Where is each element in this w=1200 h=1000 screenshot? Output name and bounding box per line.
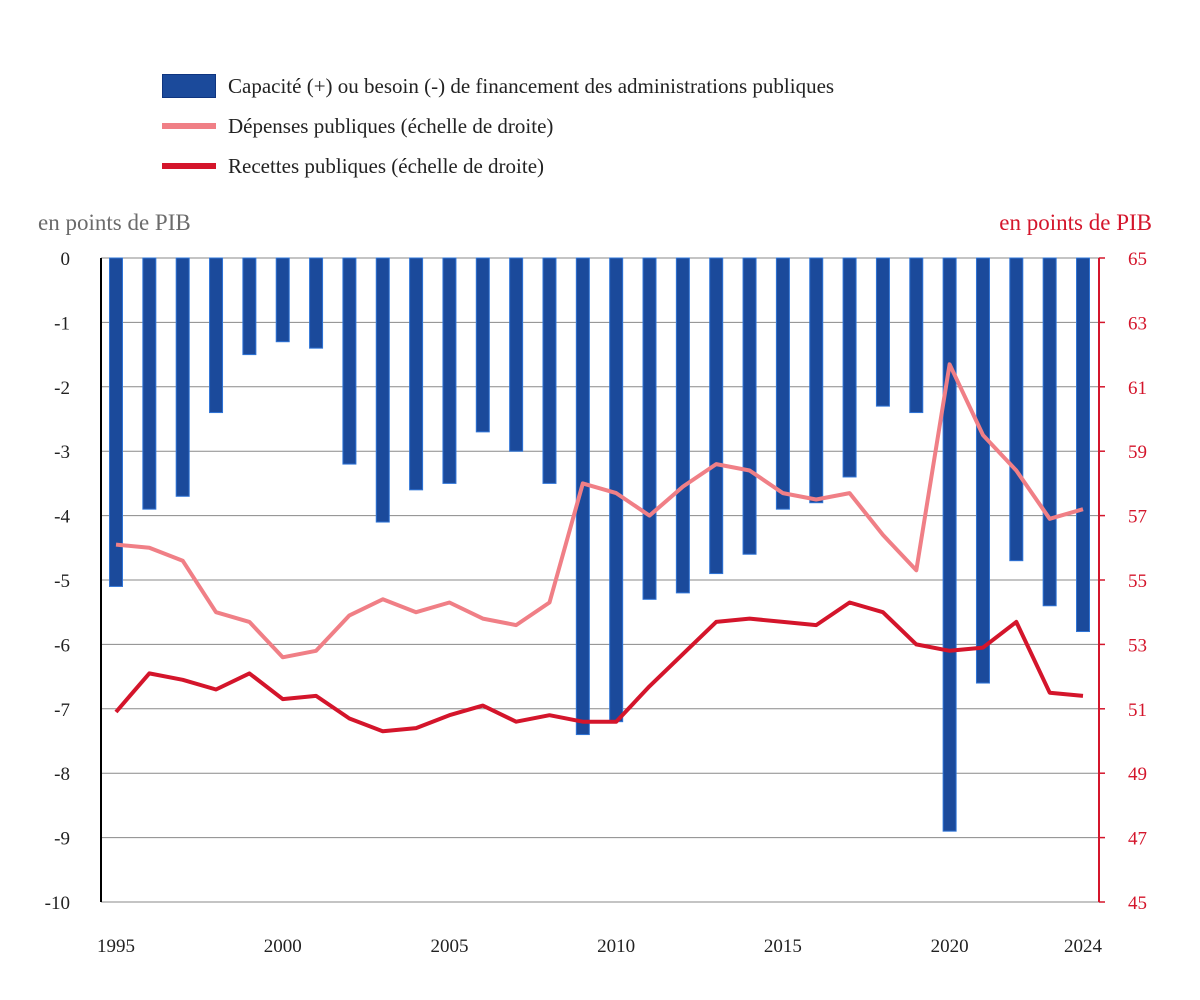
left-tick-label: -10: [45, 893, 70, 914]
right-tick-label: 65: [1128, 249, 1147, 270]
legend-swatch-depenses: [162, 123, 216, 129]
bar-capacite: [909, 257, 924, 414]
left-tick-label: -5: [54, 571, 70, 592]
bar-capacite: [1009, 257, 1024, 562]
legend-item-recettes: Recettes publiques (échelle de droite): [162, 146, 834, 186]
bar-capacite: [842, 257, 857, 478]
left-tick-label: -4: [54, 507, 70, 528]
right-tick-label: 53: [1128, 635, 1147, 656]
bar-capacite: [409, 257, 424, 491]
left-axis-unit: en points de PIB: [38, 210, 191, 235]
left-tick-label: -6: [54, 635, 70, 656]
x-tick-label: 2005: [430, 936, 468, 957]
right-tick-label: 51: [1128, 700, 1147, 721]
right-axis-unit: en points de PIB: [999, 210, 1152, 235]
left-tick-label: 0: [61, 249, 71, 270]
x-tick-label: 2020: [931, 936, 969, 957]
legend-item-depenses: Dépenses publiques (échelle de droite): [162, 106, 834, 146]
bar-capacite: [309, 257, 324, 349]
left-tick-label: -9: [54, 829, 70, 850]
legend-item-capacite: Capacité (+) ou besoin (-) de financemen…: [162, 66, 834, 106]
legend-swatch-bars: [162, 74, 216, 98]
bar-capacite: [342, 257, 357, 465]
right-tick-label: 61: [1128, 378, 1147, 399]
bar-capacite: [975, 257, 990, 684]
line-recettes: [114, 600, 1084, 734]
bar-capacite: [109, 257, 123, 587]
x-tick-label: 2000: [264, 936, 302, 957]
bar-capacite: [142, 257, 157, 510]
bar-capacite: [742, 257, 757, 555]
bar-capacite: [675, 257, 690, 594]
x-tick-label: 1995: [97, 936, 135, 957]
bar-capacite: [542, 257, 557, 484]
bar-capacite: [475, 257, 490, 433]
right-tick-label: 63: [1128, 313, 1147, 334]
bar-capacite: [775, 257, 790, 510]
bar-capacite: [575, 257, 590, 736]
bar-capacite: [1042, 257, 1057, 607]
right-tick-label: 55: [1128, 571, 1147, 592]
line-depenses: [115, 362, 1084, 660]
bar-capacite: [275, 257, 290, 343]
right-tick-label: 47: [1128, 829, 1147, 850]
right-tick-label: 49: [1128, 764, 1147, 785]
right-tick-label: 45: [1128, 893, 1147, 914]
bar-capacite: [242, 257, 257, 356]
bar-capacite: [942, 257, 957, 832]
legend-label-recettes: Recettes publiques (échelle de droite): [228, 153, 545, 178]
legend-label-capacite: Capacité (+) ou besoin (-) de financemen…: [228, 73, 835, 98]
bar-capacite: [442, 257, 457, 484]
bar-capacite: [809, 257, 824, 504]
bar-capacite: [209, 257, 224, 414]
bar-capacite: [375, 257, 390, 523]
left-tick-label: -2: [54, 378, 70, 399]
legend-label-depenses: Dépenses publiques (échelle de droite): [228, 113, 554, 138]
left-tick-label: -8: [54, 764, 70, 785]
bar-capacite: [875, 257, 890, 407]
right-tick-label: 59: [1128, 442, 1147, 463]
legend-swatch-recettes: [162, 163, 216, 169]
bar-capacite: [1076, 257, 1090, 633]
x-tick-label: 2010: [597, 936, 635, 957]
left-tick-label: -3: [54, 442, 70, 463]
x-tick-label: 2015: [764, 936, 802, 957]
bar-capacite: [509, 257, 524, 452]
bar-capacite: [709, 257, 724, 575]
legend: Capacité (+) ou besoin (-) de financemen…: [162, 66, 834, 186]
bar-capacite: [175, 257, 190, 497]
left-tick-label: -7: [54, 700, 70, 721]
bar-capacite: [642, 257, 657, 600]
left-tick-label: -1: [54, 313, 70, 334]
right-tick-label: 57: [1128, 507, 1147, 528]
x-tick-label: 2024: [1064, 936, 1103, 957]
